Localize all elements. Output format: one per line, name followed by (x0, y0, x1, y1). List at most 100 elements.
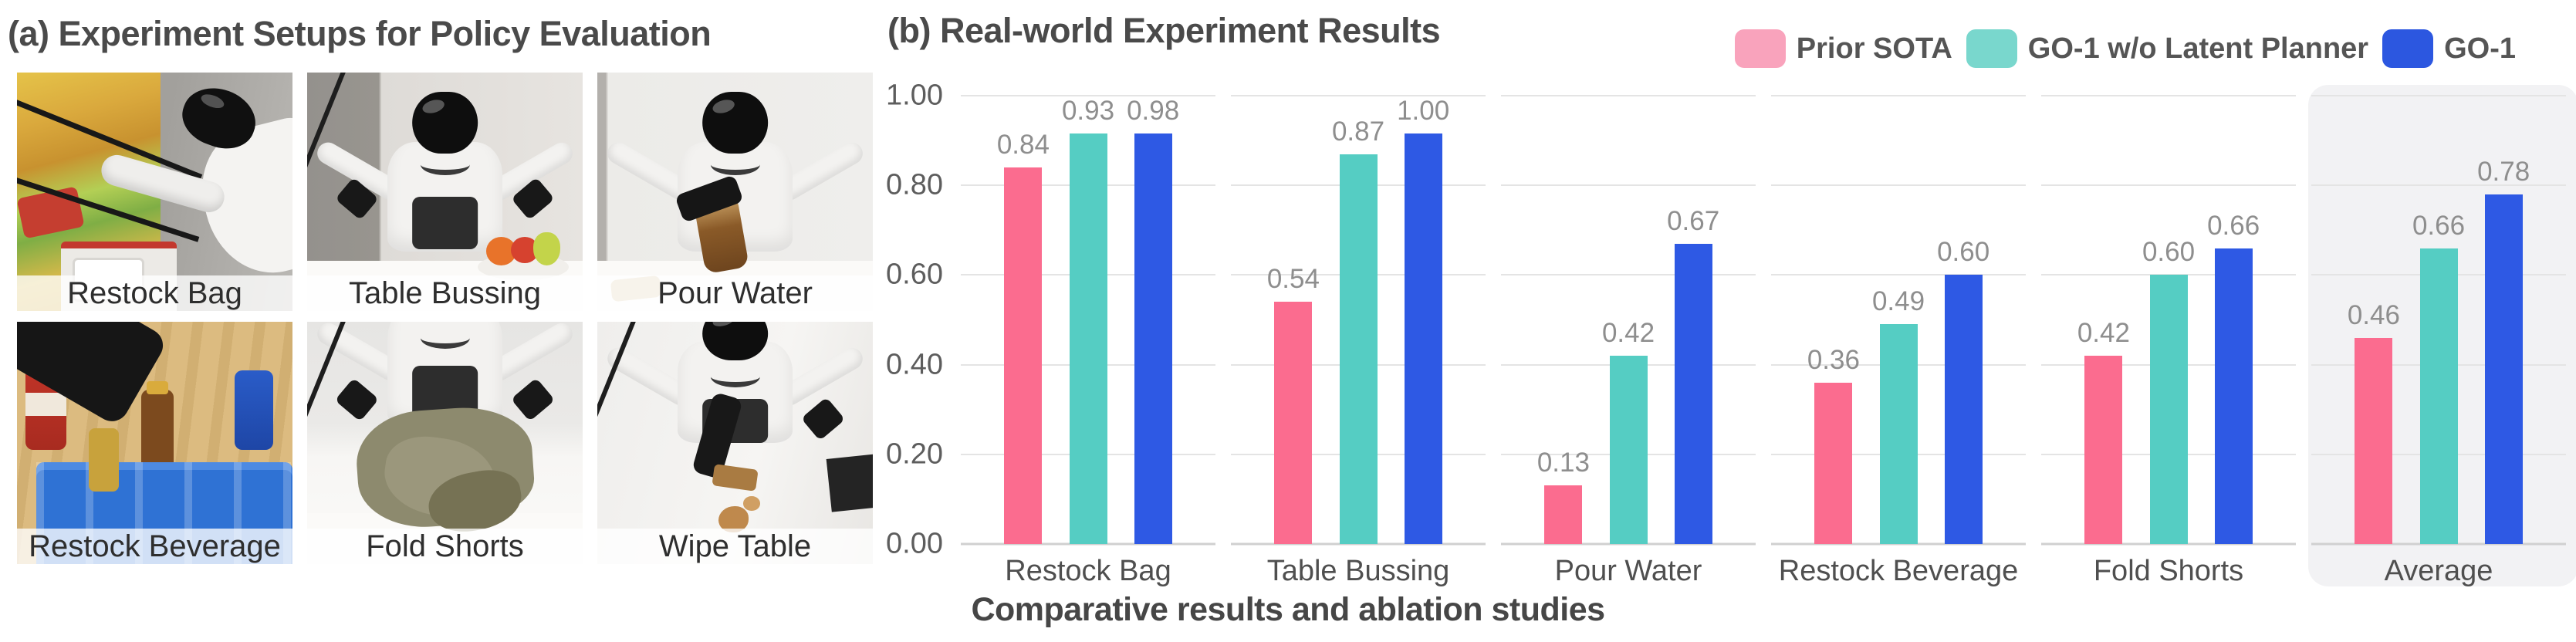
bar-go-1-w-o-latent-planner-fold-shorts (2149, 275, 2188, 544)
bar-prior-sota-table-bussing (1274, 302, 1313, 544)
gridline (2041, 274, 2296, 276)
x-axis-line (1231, 542, 1486, 546)
y-tick: 0.00 (886, 527, 943, 560)
bar-slot: 0.66 (2412, 96, 2465, 544)
chart-group-pour-water: 0.13 0.42 0.67 Pour Water (1501, 95, 1756, 588)
gridline (1501, 95, 1756, 96)
gridline (2311, 184, 2566, 187)
bar-group: 0.36 0.49 0.60 (1771, 96, 2026, 544)
bar-prior-sota-pour-water (1544, 485, 1583, 544)
photo-label-pour-water: Pour Water (597, 275, 873, 311)
y-tick: 1.00 (886, 79, 943, 112)
chart-group-fold-shorts: 0.42 0.60 0.66 Fold Shorts (2041, 95, 2296, 588)
photo-wipe-table: Wipe Table (597, 322, 873, 564)
bar-prior-sota-average (2355, 337, 2393, 544)
bar-go-1-w-o-latent-planner-pour-water (1609, 355, 1648, 544)
photo-label-restock-bag: Restock Bag (17, 275, 292, 311)
y-tick: 0.40 (886, 348, 943, 381)
bar-slot: 0.93 (1062, 96, 1114, 544)
gridline (1231, 95, 1486, 96)
bar-value-label: 0.46 (2347, 299, 2400, 330)
chart-group-average: 0.46 0.66 0.78 Average (2308, 85, 2576, 588)
bar-go-1-w-o-latent-planner-average (2419, 248, 2458, 544)
bar-value-label: 0.78 (2477, 156, 2530, 187)
wipe-table-image (597, 322, 873, 564)
legend-item-go-1: GO-1 (2382, 29, 2516, 68)
panel-experiment-results: (b) Real-world Experiment Results Prior … (886, 0, 2576, 642)
y-tick: 0.60 (886, 258, 943, 291)
bar-value-label: 0.60 (1937, 237, 1990, 268)
bar-slot: 0.42 (1602, 96, 1655, 544)
group-panel: 0.36 0.49 0.60 (1771, 95, 2026, 546)
bar-slot: 0.60 (2142, 96, 2195, 544)
bar-slot: 0.46 (2348, 96, 2400, 544)
bar-prior-sota-restock-beverage (1814, 382, 1853, 544)
fold-shorts-image (307, 322, 583, 564)
robot-gripper (334, 377, 379, 421)
water-stain (718, 505, 749, 533)
bar-go-1-table-bussing (1404, 133, 1442, 544)
bar-slot: 0.84 (997, 96, 1050, 544)
bar-slot: 0.49 (1872, 96, 1925, 544)
legend-label: GO-1 w/o Latent Planner (2027, 32, 2369, 65)
bar-group: 0.54 0.87 1.00 (1231, 96, 1486, 544)
legend-item-go-1-w-o-latent-planner: GO-1 w/o Latent Planner (1966, 29, 2368, 68)
gridline (2041, 184, 2296, 187)
bar-go-1-w-o-latent-planner-restock-bag (1069, 133, 1107, 544)
bar-go-1-restock-bag (1134, 133, 1172, 544)
gridline (961, 95, 1215, 96)
bar-value-label: 0.49 (1871, 286, 1925, 317)
photo-table-bussing: Table Bussing (307, 73, 583, 311)
bar-value-label: 0.98 (1127, 96, 1180, 126)
bar-slot: 0.98 (1127, 96, 1179, 544)
chart-group-restock-beverage: 0.36 0.49 0.60 Restock Beverage (1771, 95, 2026, 588)
category-label-fold-shorts: Fold Shorts (2093, 555, 2244, 587)
photo-label-table-bussing: Table Bussing (307, 275, 583, 311)
panel-b-title: (b) Real-world Experiment Results (887, 11, 1441, 50)
photo-pour-water: Pour Water (597, 73, 873, 311)
legend-swatch-prior-sota (1734, 29, 1786, 68)
gridline (1501, 184, 1756, 187)
gridline (2311, 95, 2566, 96)
gridline (1771, 184, 2026, 187)
bar-slot: 0.13 (1537, 96, 1590, 544)
bar-value-label: 1.00 (1397, 96, 1450, 126)
category-label-average: Average (2384, 555, 2493, 587)
sponge (712, 464, 759, 492)
robot-head (411, 91, 478, 154)
bar-slot: 0.36 (1807, 96, 1860, 544)
bar-value-label: 0.87 (1331, 116, 1385, 147)
x-axis-line (961, 542, 1215, 546)
bar-go-1-restock-beverage (1944, 275, 1983, 544)
bar-value-label: 0.36 (1807, 344, 1860, 375)
gridline (1501, 274, 1756, 276)
bar-go-1-w-o-latent-planner-table-bussing (1339, 154, 1378, 544)
photo-restock-bag: Restock Bag (17, 73, 292, 311)
robot-head (701, 91, 769, 154)
group-panel: 0.46 0.66 0.78 (2311, 95, 2566, 546)
panel-experiment-setups: (a) Experiment Setups for Policy Evaluat… (0, 0, 887, 642)
photo-restock-beverage: Restock Beverage (17, 322, 292, 564)
bar-group: 0.84 0.93 0.98 (961, 96, 1215, 544)
bar-value-label: 0.54 (1266, 264, 1320, 295)
y-tick: 0.20 (886, 438, 943, 471)
bar-value-label: 0.84 (996, 129, 1050, 160)
bar-slot: 0.78 (2477, 96, 2530, 544)
bar-slot: 0.54 (1267, 96, 1320, 544)
x-axis-line (1771, 542, 2026, 546)
bar-slot: 0.42 (2077, 96, 2130, 544)
panel-a-title: (a) Experiment Setups for Policy Evaluat… (8, 14, 712, 53)
x-axis-line (1501, 542, 1756, 546)
x-axis-line (2041, 542, 2296, 546)
chart-group-restock-bag: 0.84 0.93 0.98 Restock Bag (961, 95, 1215, 588)
bar-value-label: 0.93 (1061, 96, 1115, 126)
bar-group: 0.13 0.42 0.67 (1501, 96, 1756, 544)
legend-label: GO-1 (2444, 32, 2516, 65)
group-panel: 0.84 0.93 0.98 (961, 95, 1215, 546)
bar-value-label: 0.60 (2142, 237, 2196, 268)
bar-go-1-w-o-latent-planner-restock-beverage (1879, 324, 1918, 544)
bar-value-label: 0.66 (2412, 210, 2466, 241)
gridline (2041, 95, 2296, 96)
chart-legend: Prior SOTA GO-1 w/o Latent Planner GO-1 (1734, 29, 2516, 68)
